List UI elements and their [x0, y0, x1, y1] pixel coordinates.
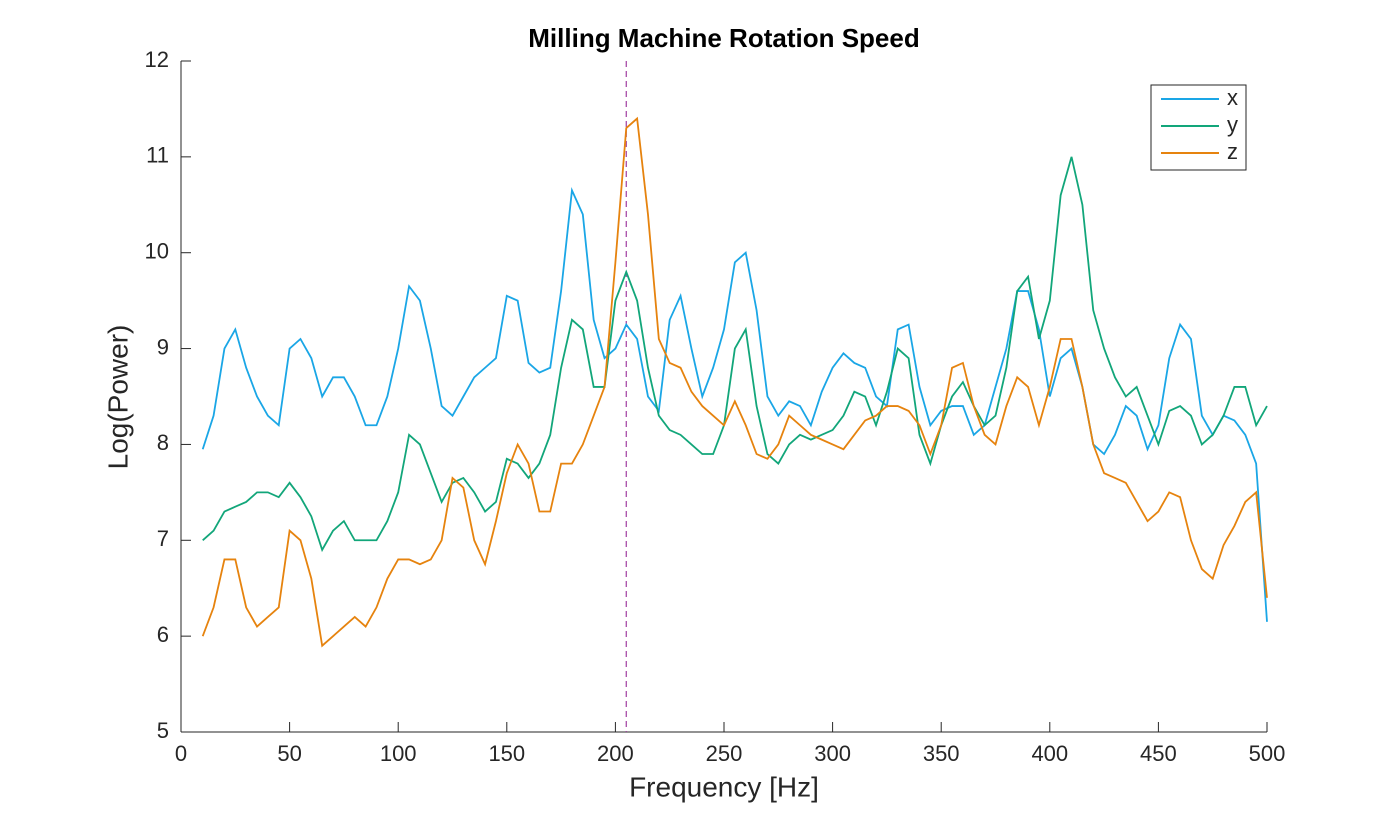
- legend-label: z: [1227, 139, 1238, 164]
- y-tick-label: 8: [157, 430, 169, 455]
- x-tick-label: 500: [1249, 741, 1286, 766]
- data-line: [201, 116, 1268, 648]
- legend-label: y: [1227, 112, 1238, 137]
- data-line: [201, 187, 1268, 622]
- x-tick-label: 250: [706, 741, 743, 766]
- x-tick-label: 300: [814, 741, 851, 766]
- x-tick-label: 450: [1140, 741, 1177, 766]
- y-tick-label: 10: [145, 239, 169, 264]
- data-line: [202, 156, 1268, 553]
- x-axis-label: Frequency [Hz]: [629, 771, 819, 802]
- chart-title: Milling Machine Rotation Speed: [528, 23, 919, 53]
- y-tick-label: 12: [145, 47, 169, 72]
- x-tick-label: 50: [277, 741, 301, 766]
- y-tick-label: 7: [157, 526, 169, 551]
- y-tick-label: 6: [157, 622, 169, 647]
- y-tick-label: 9: [157, 334, 169, 359]
- x-tick-label: 200: [597, 741, 634, 766]
- y-tick-label: 11: [146, 143, 169, 168]
- x-tick-label: 350: [923, 741, 960, 766]
- x-tick-label: 400: [1031, 741, 1068, 766]
- x-tick-label: 100: [380, 741, 417, 766]
- legend-label: x: [1227, 85, 1238, 110]
- x-tick-label: 150: [488, 741, 525, 766]
- y-axis-label: Log(Power): [102, 325, 133, 470]
- x-tick-label: 0: [175, 741, 187, 766]
- y-tick-label: 5: [157, 718, 169, 743]
